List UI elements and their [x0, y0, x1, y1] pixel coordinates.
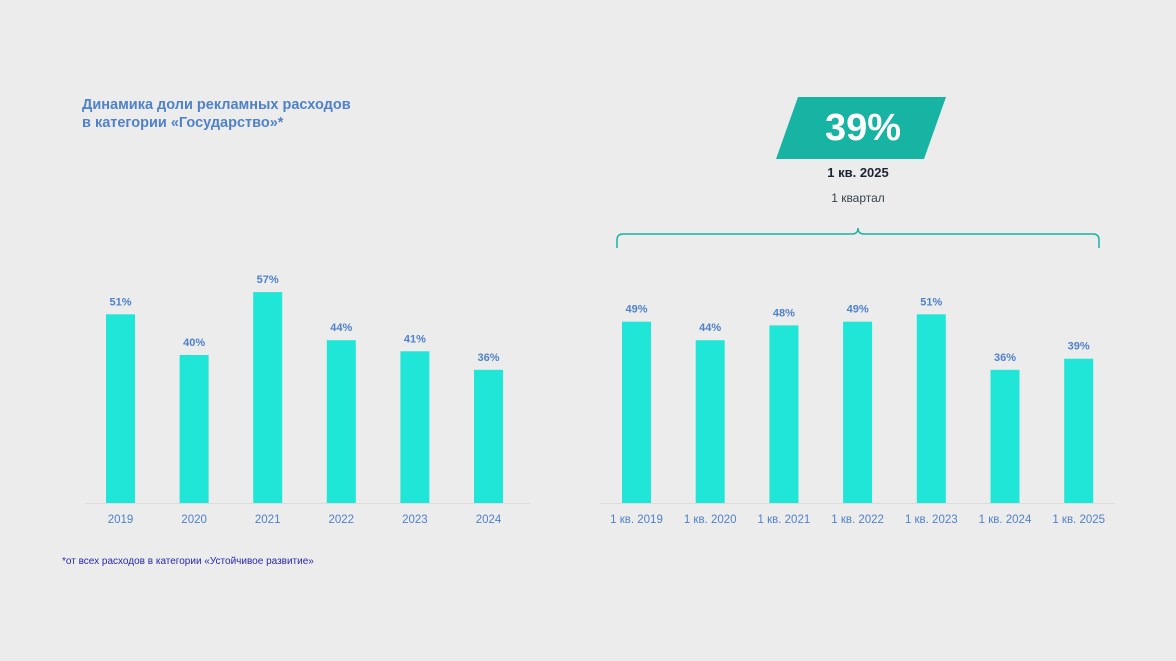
bar — [1064, 358, 1094, 503]
x-tick-label: 1 кв. 2020 — [684, 514, 737, 526]
x-tick-label: 2024 — [476, 514, 502, 526]
bar-value-label: 57% — [257, 274, 279, 286]
bar-value-label: 51% — [920, 296, 942, 308]
bar — [326, 340, 356, 503]
chart-title-line2: в категории «Государство»* — [82, 115, 284, 131]
x-tick-label: 2023 — [402, 514, 428, 526]
bar — [990, 369, 1020, 503]
highlight-badge: 39% — [776, 97, 946, 159]
highlight-badge-shape — [776, 97, 946, 159]
bar — [769, 325, 799, 503]
bar-value-label: 39% — [1068, 341, 1090, 353]
x-tick-label: 1 кв. 2025 — [1052, 514, 1105, 526]
bar — [695, 340, 725, 503]
bar — [179, 355, 209, 503]
bar-value-label: 49% — [847, 304, 869, 316]
bar — [474, 369, 503, 503]
x-tick-label: 2020 — [181, 514, 207, 526]
x-tick-label: 1 кв. 2023 — [905, 514, 958, 526]
bar-value-label: 36% — [477, 352, 499, 364]
chart-title-line1: Динамика доли рекламных расходов — [82, 97, 351, 113]
x-tick-label: 1 кв. 2024 — [979, 514, 1032, 526]
x-tick-label: 2021 — [255, 514, 281, 526]
bar — [106, 314, 135, 503]
bar — [843, 321, 873, 503]
highlight-value: 39% — [824, 106, 902, 149]
bar-value-label: 51% — [109, 296, 131, 308]
x-tick-label: 1 кв. 2021 — [758, 514, 811, 526]
highlight-period: 1 кв. 2025 — [827, 165, 889, 180]
x-tick-label: 1 кв. 2019 — [610, 514, 663, 526]
bar — [916, 314, 946, 503]
chart-title: Динамика доли рекламных расходов в катег… — [82, 96, 442, 132]
bar — [253, 292, 283, 503]
bar — [400, 351, 430, 503]
bar-value-label: 48% — [773, 307, 795, 319]
bar-value-label: 44% — [330, 322, 352, 334]
highlight-caption: 1 квартал — [831, 191, 885, 205]
bar-value-label: 41% — [404, 333, 426, 345]
x-tick-label: 2019 — [108, 514, 134, 526]
footnote: *от всех расходов в категории «Устойчиво… — [62, 556, 314, 567]
bar-value-label: 40% — [183, 337, 205, 349]
quarter-bracket — [616, 227, 1100, 248]
x-tick-label: 1 кв. 2022 — [831, 514, 884, 526]
bar-value-label: 49% — [625, 304, 647, 316]
bar — [622, 321, 651, 503]
x-tick-label: 2022 — [329, 514, 355, 526]
bar-value-label: 44% — [699, 322, 721, 334]
bar-value-label: 36% — [994, 352, 1016, 364]
